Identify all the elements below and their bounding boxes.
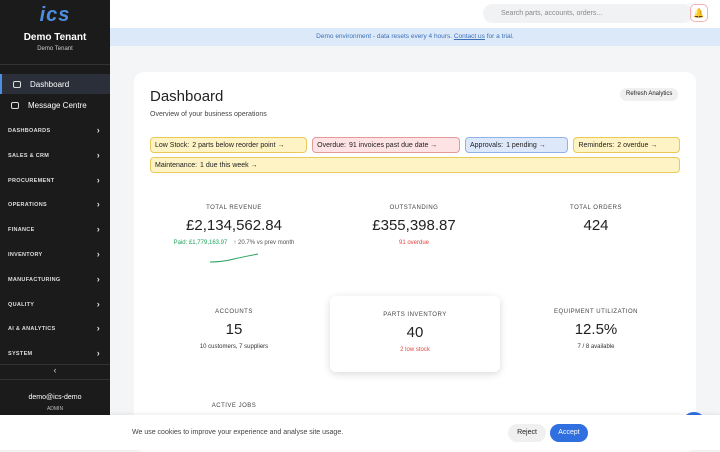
kpi-detail: Paid: £1,779,163.97 [173, 240, 228, 246]
kpi-value: £2,134,562.84 [186, 217, 282, 234]
divider [0, 64, 110, 65]
nav-section[interactable]: INVENTORY [0, 249, 110, 259]
kpi-card[interactable]: EQUIPMENT UTILIZATION 12.5% 7 / 8 availabl… [512, 296, 680, 372]
kpi-value: 15 [225, 321, 243, 338]
kpi-detail: 10 customers, 7 suppliers [199, 344, 269, 350]
nav-section[interactable]: DASHBOARDS [0, 125, 110, 135]
kpi-detail: 91 overdue [398, 240, 430, 246]
notifications-button[interactable]: 🔔 [690, 4, 708, 22]
alerts: Low Stock: 2 parts below reorder point → O… [150, 137, 681, 173]
alert-text: 1 pending → [506, 141, 546, 149]
tenant-subtitle: Demo Tenant [37, 46, 73, 52]
nav-section[interactable]: PROCUREMENT [0, 175, 110, 185]
alert-chip[interactable]: Reminders: 2 overdue → [573, 137, 681, 153]
kpi-label: OUTSTANDING [389, 205, 439, 211]
kpi-detail: ↑ 20.7% vs prev month [233, 240, 295, 246]
sparkline [209, 253, 259, 263]
kpi-details: Paid: £1,779,163.97 ↑ 20.7% vs prev month [150, 240, 318, 246]
collapse-button[interactable]: ‹ [0, 364, 110, 380]
kpi-card[interactable]: TOTAL REVENUE £2,134,562.84 Paid: £1,779,1… [150, 192, 318, 284]
kpi-label: ACCOUNTS [215, 309, 253, 315]
alert-text: 91 invoices past due date → [348, 141, 438, 149]
kpi-details: 7 / 8 available [512, 344, 680, 350]
reject-button[interactable]: Reject [508, 424, 546, 442]
alert-label: Low Stock: [155, 141, 190, 149]
kpi-value: £355,398.87 [372, 217, 456, 234]
banner-text: Demo environment - data resets every 4 h… [316, 33, 453, 40]
user-email: demo@ics-demo [28, 394, 82, 401]
user-role: ADMIN [46, 406, 64, 412]
kpi-card[interactable]: PARTS INVENTORY 40 2 low stock [330, 296, 500, 372]
kpi-card[interactable]: ACCOUNTS 15 10 customers, 7 suppliers [150, 296, 318, 372]
kpi-label: PARTS INVENTORY [383, 312, 447, 318]
nav-section[interactable]: MANUFACTURING [0, 274, 110, 284]
alert-chip[interactable]: Approvals: 1 pending → [464, 137, 569, 153]
kpi-detail: 2 low stock [400, 347, 430, 353]
topbar: Search parts, accounts, orders... 🔔 [110, 0, 720, 28]
kpi-value: 12.5% [574, 321, 618, 338]
kpi-details: 10 customers, 7 suppliers [150, 344, 318, 350]
kpi-details: 91 overdue [330, 240, 498, 246]
alert-chip[interactable]: Low Stock: 2 parts below reorder point → [150, 137, 308, 153]
page-title: Dashboard [150, 88, 224, 105]
page-subtitle: Overview of your business operations [150, 111, 267, 118]
refresh-button[interactable]: Refresh Analytics [620, 88, 679, 101]
alert-text: 2 parts below reorder point → [192, 141, 285, 149]
kpi-detail: 7 / 8 available [577, 344, 615, 350]
search-input[interactable]: Search parts, accounts, orders... [483, 4, 693, 23]
accept-button[interactable]: Accept [550, 424, 588, 442]
search-placeholder: Search parts, accounts, orders... [501, 10, 603, 17]
sidebar: ics Demo Tenant Demo Tenant ‹ demo@ics-d… [0, 0, 110, 450]
banner-suffix: for a trial. [486, 33, 514, 40]
nav-icon [11, 101, 19, 109]
nav-section[interactable]: AI & ANALYTICS [0, 323, 110, 333]
kpi-details: 2 low stock [330, 347, 500, 353]
kpi-label: TOTAL REVENUE [206, 205, 262, 211]
tenant-name: Demo Tenant [23, 32, 87, 43]
nav-icon [13, 80, 21, 88]
alert-text: 2 overdue → [617, 141, 658, 149]
kpi-value: 40 [406, 324, 424, 341]
nav-item[interactable]: Message Centre [0, 95, 110, 115]
alert-text: 1 due this week → [200, 161, 258, 169]
nav-section[interactable]: QUALITY [0, 299, 110, 309]
nav-item[interactable]: Dashboard [0, 74, 110, 94]
kpi-value: 424 [583, 217, 609, 234]
alert-label: Maintenance: [155, 161, 198, 169]
logo[interactable]: ics [39, 4, 71, 26]
kpi-card[interactable]: TOTAL ORDERS 424 [512, 192, 680, 284]
kpi-card[interactable]: OUTSTANDING £355,398.87 91 overdue [330, 192, 498, 284]
alert-chip[interactable]: Overdue: 91 invoices past due date → [312, 137, 460, 153]
section-heading: ACTIVE JOBS [211, 403, 257, 409]
alert-label: Overdue: [317, 141, 346, 149]
alert-label: Reminders: [578, 141, 615, 149]
cookie-text: We use cookies to improve your experienc… [132, 429, 344, 436]
alert-label: Approvals: [469, 141, 504, 149]
kpi-label: EQUIPMENT UTILIZATION [554, 309, 638, 315]
nav-section[interactable]: SYSTEM [0, 348, 110, 358]
cookie-bar: We use cookies to improve your experienc… [0, 415, 720, 450]
alert-chip[interactable]: Maintenance: 1 due this week → [150, 157, 680, 173]
nav-section[interactable]: FINANCE [0, 224, 110, 234]
demo-banner: Demo environment - data resets every 4 h… [110, 28, 720, 46]
nav-section[interactable]: OPERATIONS [0, 199, 110, 209]
contact-link[interactable]: Contact us [453, 33, 485, 40]
kpi-label: TOTAL ORDERS [570, 205, 622, 211]
nav-section[interactable]: SALES & CRM [0, 150, 110, 160]
